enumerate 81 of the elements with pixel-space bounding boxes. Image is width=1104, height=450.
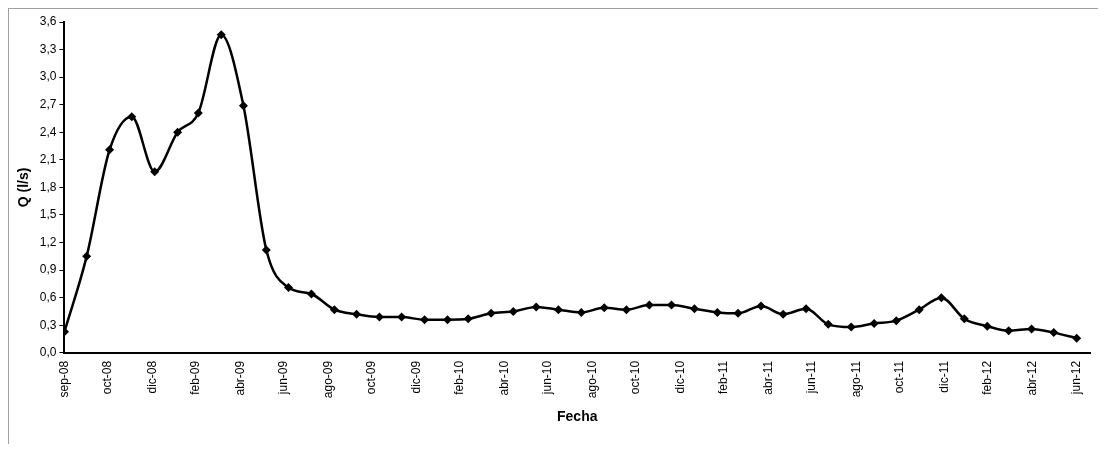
y-tick-label: 3,0 — [39, 69, 57, 84]
point — [914, 305, 924, 315]
x-tick-label: abr-12 — [1024, 360, 1039, 396]
point — [869, 318, 879, 328]
point — [150, 167, 160, 177]
x-tick-label: ago-11 — [848, 360, 863, 398]
x-tick-label: oct-08 — [100, 360, 115, 395]
point — [127, 112, 137, 122]
point — [352, 309, 362, 319]
point — [576, 307, 586, 317]
point — [644, 300, 654, 310]
point — [1004, 326, 1014, 336]
point — [508, 306, 518, 316]
point — [1049, 328, 1059, 338]
point — [621, 305, 631, 315]
x-tick-label: jun-12 — [1069, 360, 1083, 396]
x-tick-label: jun-09 — [276, 360, 291, 396]
point — [329, 305, 339, 315]
point — [306, 289, 316, 299]
point — [959, 314, 969, 324]
x-tick-label: jun-11 — [804, 360, 819, 395]
y-tick-label: 2,7 — [39, 97, 57, 112]
x-tick-label: oct-09 — [364, 360, 379, 395]
point — [599, 303, 609, 313]
point — [105, 145, 115, 155]
x-tick-label: oct-10 — [628, 360, 643, 395]
point — [420, 315, 430, 325]
y-tick-label: 2,1 — [39, 152, 57, 167]
point — [778, 309, 788, 319]
x-tick-label: abr-10 — [496, 360, 511, 396]
y-tick-label: 0,0 — [39, 345, 57, 360]
x-tick-label: feb-12 — [980, 360, 995, 395]
y-tick-label: 1,5 — [39, 207, 57, 222]
y-tick-label: 3,3 — [39, 41, 57, 56]
y-tick-label: 0,9 — [39, 262, 57, 277]
x-tick-label: abr-11 — [760, 360, 775, 395]
point — [982, 321, 992, 331]
x-tick-label: feb-11 — [716, 360, 731, 394]
point — [756, 301, 766, 311]
y-tick-label: 0,6 — [39, 290, 57, 305]
y-tick-label: 2,4 — [39, 124, 57, 139]
point — [193, 108, 203, 118]
point — [823, 319, 833, 329]
y-tick-label: 3,6 — [39, 14, 57, 29]
point — [173, 127, 183, 137]
y-tick-label: 1,2 — [39, 234, 57, 249]
point — [486, 308, 496, 318]
x-tick-label: jun-10 — [540, 360, 555, 396]
x-tick-label: ago-10 — [584, 360, 599, 399]
point — [553, 305, 563, 315]
x-tick-label: feb-09 — [188, 360, 203, 395]
x-tick-label: ago-09 — [320, 360, 335, 399]
point — [1027, 324, 1037, 334]
point — [531, 302, 541, 312]
x-tick-label: dic-10 — [672, 360, 687, 394]
x-tick-label: abr-09 — [232, 360, 247, 396]
point — [667, 300, 677, 310]
y-tick-label: 1,8 — [39, 179, 57, 194]
point — [284, 283, 294, 293]
point — [846, 322, 856, 332]
x-tick-label: dic-08 — [144, 360, 159, 394]
point — [689, 304, 699, 314]
x-axis-title: Fecha — [557, 408, 598, 425]
x-tick-label: dic-11 — [936, 360, 951, 393]
point — [733, 308, 743, 318]
x-tick-label: feb-10 — [452, 360, 467, 395]
point — [261, 245, 271, 255]
x-tick-label: oct-11 — [892, 360, 907, 394]
point — [712, 307, 722, 317]
point — [82, 251, 92, 261]
x-tick-label: sep-08 — [56, 360, 71, 398]
point — [463, 314, 473, 324]
y-axis-title: Q (l/s) — [15, 167, 32, 208]
point — [801, 304, 811, 314]
x-tick-label: dic-09 — [408, 360, 423, 394]
point — [238, 101, 248, 111]
point — [1072, 333, 1082, 343]
y-tick-label: 0,3 — [39, 317, 57, 332]
point — [936, 293, 946, 303]
point — [216, 30, 226, 40]
point — [891, 316, 901, 326]
